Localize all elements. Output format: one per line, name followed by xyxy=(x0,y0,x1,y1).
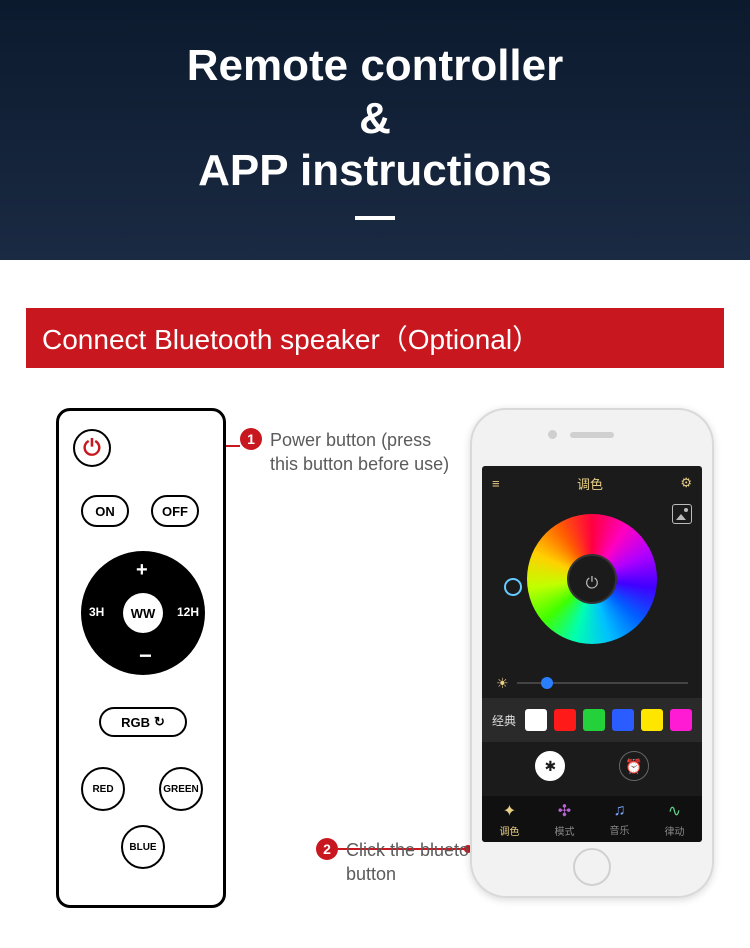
preset-row: 经典 xyxy=(482,698,702,742)
callout-1-number: 1 xyxy=(240,428,262,450)
rgb-label: RGB xyxy=(121,715,150,730)
phone-camera xyxy=(548,430,557,439)
remote-red-button: RED xyxy=(81,767,125,811)
phone-mockup: ≡ 调色 ⚙ ⏻ ☀ 经典 xyxy=(470,408,714,898)
swatch-4[interactable] xyxy=(641,709,663,731)
phone-home-button xyxy=(573,848,611,886)
title-underline xyxy=(355,216,395,220)
instruction-diagram: ⏻ ON OFF + − 3H 12H WW RGB ↻ RED GREEN B… xyxy=(26,408,724,948)
app-title: 调色 xyxy=(577,474,603,493)
swatch-3[interactable] xyxy=(612,709,634,731)
color-pointer[interactable] xyxy=(504,578,522,596)
app-topbar: ≡ 调色 ⚙ xyxy=(482,466,702,500)
menu-icon[interactable]: ≡ xyxy=(492,476,500,491)
dpad-plus: + xyxy=(136,559,148,582)
wheel-power-icon[interactable]: ⏻ xyxy=(586,575,599,593)
dpad-center: WW xyxy=(123,593,163,633)
tab-color-label: 调色 xyxy=(500,823,520,838)
app-screen: ≡ 调色 ⚙ ⏻ ☀ 经典 xyxy=(482,466,702,842)
brightness-thumb[interactable] xyxy=(541,677,553,689)
remote-green-button: GREEN xyxy=(159,767,203,811)
bluetooth-row: ✱ ⏰ xyxy=(482,742,702,790)
swatch-0[interactable] xyxy=(525,709,547,731)
remote-off-button: OFF xyxy=(151,495,199,527)
remote-dpad: + − 3H 12H WW xyxy=(81,551,205,675)
sun-icon: ☀ xyxy=(496,675,509,692)
tab-music-icon: ♫ xyxy=(614,802,626,820)
remote-blue-button: BLUE xyxy=(121,825,165,869)
title-line2: APP instructions xyxy=(198,145,552,198)
power-icon: ⏻ xyxy=(83,435,100,461)
cycle-icon: ↻ xyxy=(154,714,165,730)
tab-color[interactable]: ✦ 调色 xyxy=(482,796,537,842)
tab-mode-icon: ✣ xyxy=(558,801,571,821)
dpad-minus: − xyxy=(139,643,152,669)
tab-mode-label: 模式 xyxy=(555,823,575,838)
tab-rhythm[interactable]: ∿ 律动 xyxy=(647,796,702,842)
swatch-5[interactable] xyxy=(670,709,692,731)
tab-music[interactable]: ♫ 音乐 xyxy=(592,796,647,842)
swatch-1[interactable] xyxy=(554,709,576,731)
remote-controller: ⏻ ON OFF + − 3H 12H WW RGB ↻ RED GREEN B… xyxy=(56,408,226,908)
callout-1-text: Power button (press this button before u… xyxy=(270,428,450,477)
dpad-3h: 3H xyxy=(89,605,104,619)
remote-power-button: ⏻ xyxy=(73,429,111,467)
title-amp: & xyxy=(359,93,391,146)
title-banner: Remote controller & APP instructions xyxy=(0,0,750,260)
gallery-icon[interactable] xyxy=(672,504,692,524)
preset-label: 经典 xyxy=(492,712,516,729)
remote-rgb-button: RGB ↻ xyxy=(99,707,187,737)
tab-music-label: 音乐 xyxy=(610,822,630,837)
brightness-slider[interactable] xyxy=(517,682,688,684)
section-banner: Connect Bluetooth speaker（Optional） xyxy=(26,308,724,368)
bluetooth-button[interactable]: ✱ xyxy=(535,751,565,781)
tab-mode[interactable]: ✣ 模式 xyxy=(537,796,592,842)
timer-button[interactable]: ⏰ xyxy=(619,751,649,781)
dpad-12h: 12H xyxy=(177,605,199,619)
title-line1: Remote controller xyxy=(187,40,564,93)
brightness-slider-row: ☀ xyxy=(482,668,702,698)
tab-rhythm-label: 律动 xyxy=(665,823,685,838)
app-tabbar: ✦ 调色 ✣ 模式 ♫ 音乐 ∿ 律动 xyxy=(482,796,702,842)
color-wheel-area: ⏻ xyxy=(482,500,702,668)
tab-color-icon: ✦ xyxy=(503,801,516,821)
swatch-2[interactable] xyxy=(583,709,605,731)
gear-icon[interactable]: ⚙ xyxy=(680,475,692,491)
remote-on-button: ON xyxy=(81,495,129,527)
tab-rhythm-icon: ∿ xyxy=(668,801,681,821)
callout-2-number: 2 xyxy=(316,838,338,860)
callout-1: 1 Power button (press this button before… xyxy=(240,428,450,477)
